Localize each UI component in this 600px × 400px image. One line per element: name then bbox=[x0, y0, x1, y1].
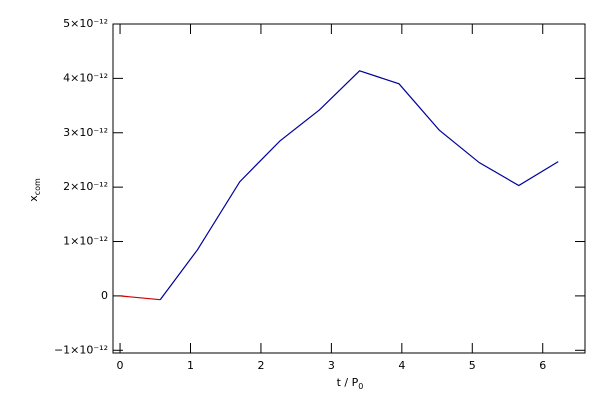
y-tick-label: 1×10⁻¹² bbox=[63, 235, 108, 248]
line-series bbox=[119, 295, 161, 301]
plot-frame bbox=[112, 23, 586, 354]
line-series bbox=[159, 70, 559, 301]
y-tick-label: −1×10⁻¹² bbox=[54, 343, 108, 356]
y-tick-label: 4×10⁻¹² bbox=[63, 71, 108, 84]
y-tick-label: 0 bbox=[101, 289, 108, 302]
x-tick-label: 4 bbox=[398, 359, 405, 372]
y-tick-label: 5×10⁻¹² bbox=[63, 17, 108, 30]
x-label-main: t / P bbox=[337, 376, 359, 389]
y-label-main: x bbox=[27, 195, 40, 202]
x-tick-label: 1 bbox=[187, 359, 194, 372]
x-tick-label: 6 bbox=[539, 359, 546, 372]
y-tick-label: 2×10⁻¹² bbox=[63, 180, 108, 193]
x-tick-label: 2 bbox=[257, 359, 264, 372]
y-tick-label: 3×10⁻¹² bbox=[63, 126, 108, 139]
x-tick-label: 5 bbox=[469, 359, 476, 372]
x-label-sub: 0 bbox=[358, 382, 363, 391]
x-axis-label: t / P0 bbox=[337, 376, 364, 391]
x-tick-label: 3 bbox=[328, 359, 335, 372]
y-label-sub: com bbox=[33, 178, 42, 195]
x-tick-label: 0 bbox=[117, 359, 124, 372]
y-axis-label: xcom bbox=[27, 178, 42, 202]
